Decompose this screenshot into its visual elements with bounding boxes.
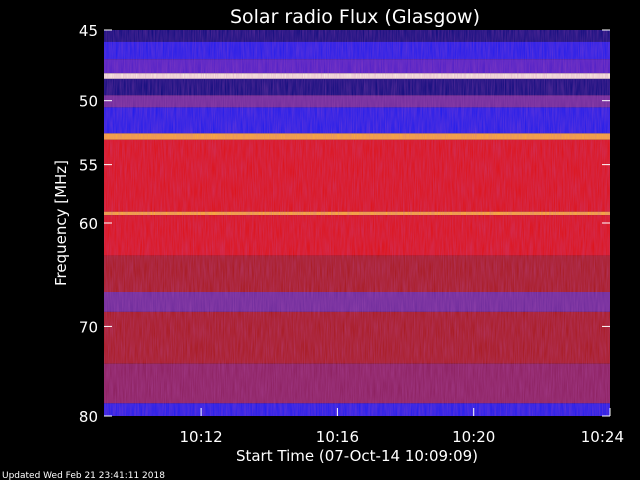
- y-tick-label: 55: [79, 157, 98, 175]
- x-axis: 10:12 10:16 10:20 10:24: [179, 408, 624, 446]
- x-tick-label: 10:16: [316, 428, 359, 446]
- x-axis-label: Start Time (07-Oct-14 10:09:09): [236, 447, 478, 465]
- y-tick-label: 60: [79, 215, 98, 233]
- noise-overlay: [104, 30, 610, 416]
- x-tick-label: 10:24: [581, 428, 624, 446]
- y-tick-label: 45: [79, 22, 98, 40]
- y-axis: 45 50 55 60 70 80: [79, 22, 610, 426]
- y-tick-label: 50: [79, 93, 98, 111]
- x-tick-label: 10:12: [179, 428, 222, 446]
- chart-title: Solar radio Flux (Glasgow): [230, 6, 480, 28]
- plot-area: [104, 30, 610, 416]
- updated-timestamp: Updated Wed Feb 21 23:41:11 2018: [2, 471, 165, 480]
- y-tick-label: 70: [79, 318, 98, 336]
- y-tick-label: 80: [79, 408, 98, 426]
- y-axis-label: Frequency [MHz]: [52, 160, 70, 286]
- x-tick-label: 10:20: [452, 428, 495, 446]
